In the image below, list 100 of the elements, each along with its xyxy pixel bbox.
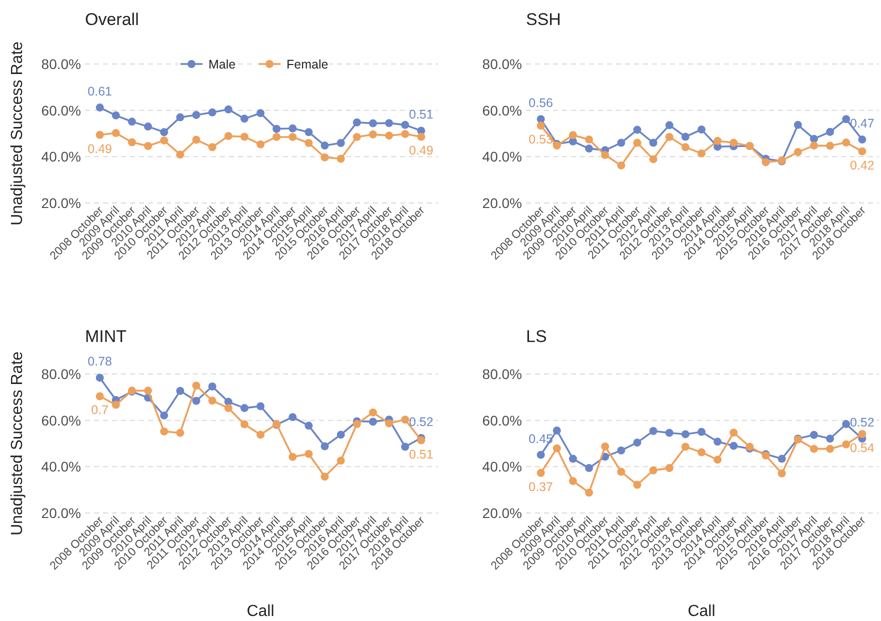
point — [552, 444, 561, 452]
point — [128, 118, 136, 126]
x-axis-title: Call — [688, 603, 716, 620]
y-tick-label: 60.0% — [41, 412, 81, 428]
y-axis-title: Unadjusted Success Rate — [9, 41, 26, 226]
point — [192, 396, 200, 405]
chart-title: MINT — [85, 327, 127, 346]
point — [730, 138, 738, 147]
point — [240, 114, 248, 123]
point — [112, 111, 120, 120]
chart-title: Overall — [85, 10, 139, 29]
y-tick-label: 20.0% — [41, 505, 81, 521]
point — [810, 134, 818, 143]
point — [633, 438, 642, 447]
point — [536, 122, 545, 130]
point — [320, 442, 329, 450]
y-tick-label: 40.0% — [41, 148, 81, 165]
data-label: 0.56 — [528, 96, 554, 110]
data-label: 0.61 — [88, 84, 112, 99]
y-tick-label: 20.0% — [41, 195, 81, 211]
y-tick-label: 60.0% — [482, 412, 522, 428]
point — [240, 132, 248, 141]
point — [698, 149, 706, 158]
point — [304, 422, 313, 430]
y-tick-label: 60.0% — [482, 102, 522, 118]
data-label: 0.52 — [850, 416, 874, 430]
point — [778, 469, 786, 478]
point — [585, 488, 594, 497]
point — [160, 136, 168, 144]
data-label: 0.51 — [409, 447, 434, 462]
point — [762, 158, 770, 166]
point — [96, 104, 104, 112]
point — [842, 138, 850, 147]
point — [858, 147, 866, 156]
point — [320, 472, 329, 481]
point — [842, 440, 850, 448]
point — [617, 468, 626, 476]
point — [601, 151, 610, 160]
point — [826, 444, 834, 453]
point — [96, 392, 104, 400]
point — [304, 128, 313, 136]
data-label: 0.78 — [88, 354, 112, 369]
point — [192, 136, 200, 144]
point — [810, 430, 818, 439]
point — [288, 132, 297, 141]
point — [224, 105, 232, 114]
chart-title: SSH — [526, 10, 561, 29]
point — [585, 144, 594, 153]
point — [96, 130, 104, 139]
point — [385, 419, 394, 428]
y-tick-label: 80.0% — [482, 56, 522, 72]
data-label: 0.37 — [528, 480, 554, 494]
point — [144, 142, 152, 150]
point — [272, 124, 281, 133]
point — [826, 142, 834, 150]
point — [176, 113, 184, 122]
point — [681, 132, 690, 141]
data-label: 0.42 — [850, 158, 874, 172]
point — [665, 464, 674, 472]
point — [698, 126, 706, 134]
point — [665, 121, 674, 130]
point — [352, 118, 361, 126]
point — [368, 408, 377, 416]
x-axis-title: Call — [246, 603, 274, 620]
point — [401, 120, 410, 129]
point — [417, 436, 426, 444]
point — [144, 122, 152, 131]
point — [633, 126, 642, 134]
point — [617, 138, 626, 147]
point — [778, 454, 786, 463]
point — [794, 148, 802, 156]
point — [336, 139, 345, 147]
y-tick-label: 40.0% — [482, 148, 522, 165]
point — [842, 115, 850, 124]
point — [842, 420, 850, 428]
point — [649, 466, 658, 474]
point — [665, 428, 674, 437]
point — [336, 456, 345, 465]
point — [96, 374, 104, 382]
point — [698, 428, 706, 436]
point — [826, 434, 834, 443]
point — [256, 109, 264, 118]
point — [681, 442, 690, 451]
point — [224, 132, 232, 140]
point — [320, 153, 329, 162]
point — [681, 143, 690, 152]
data-label: 0.54 — [850, 441, 874, 455]
y-tick-label: 80.0% — [482, 366, 522, 382]
point — [144, 386, 152, 395]
point — [730, 442, 738, 450]
point — [208, 382, 216, 391]
point — [401, 442, 410, 451]
point — [352, 132, 361, 141]
point — [649, 155, 658, 164]
point — [385, 132, 394, 140]
point — [730, 428, 738, 437]
point — [368, 119, 377, 128]
point — [160, 427, 168, 436]
point — [617, 446, 626, 454]
point — [585, 136, 594, 144]
